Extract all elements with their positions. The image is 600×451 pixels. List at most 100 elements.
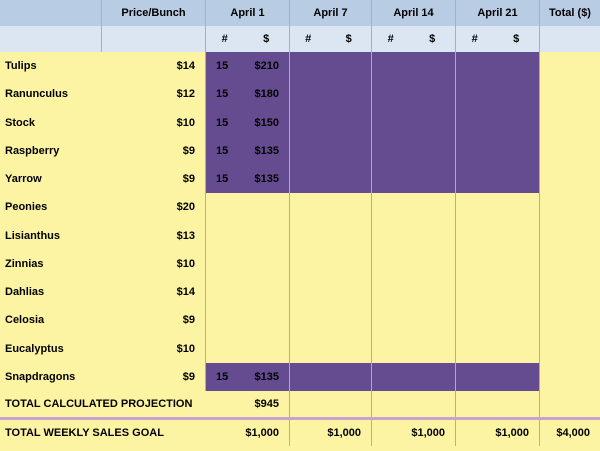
week-cell[interactable] — [372, 221, 456, 250]
flower-name[interactable]: Raspberry — [5, 144, 60, 157]
week-cell[interactable] — [206, 249, 290, 278]
week-cell[interactable] — [456, 278, 540, 307]
week-cell[interactable] — [456, 249, 540, 278]
subheader-blank-total[interactable] — [540, 26, 600, 52]
flower-name[interactable]: Tulips — [5, 60, 37, 73]
flower-price[interactable]: $9 — [102, 306, 206, 335]
header-week-4[interactable]: April 21 — [456, 0, 540, 26]
week-cell[interactable] — [372, 136, 456, 165]
goal-week-2[interactable]: $1,000 — [290, 420, 372, 446]
week-cell[interactable] — [206, 278, 290, 307]
row-total-cell[interactable] — [540, 278, 600, 306]
week-cell[interactable] — [206, 334, 290, 363]
week-cell[interactable]: 15 $180 — [206, 80, 290, 109]
goal-week-1[interactable]: $1,000 — [206, 420, 290, 446]
week-cell[interactable]: 15 $135 — [206, 362, 290, 391]
projection-cell-week-2[interactable] — [290, 391, 372, 417]
week-cell[interactable] — [372, 334, 456, 363]
week-cell[interactable] — [290, 278, 372, 307]
week-cell[interactable] — [290, 108, 372, 137]
row-total-cell[interactable] — [540, 222, 600, 250]
projection-cell-week-3[interactable] — [372, 391, 456, 417]
flower-name[interactable]: Snapdragons — [5, 370, 76, 383]
row-total-cell[interactable] — [540, 109, 600, 137]
week-cell[interactable] — [290, 362, 372, 391]
row-total-cell[interactable] — [540, 52, 600, 80]
row-total-cell[interactable] — [540, 306, 600, 334]
row-total-cell[interactable] — [540, 193, 600, 221]
week-cell[interactable] — [456, 136, 540, 165]
week-cell[interactable] — [456, 334, 540, 363]
flower-price[interactable]: $9 — [102, 362, 206, 391]
week-cell[interactable] — [206, 306, 290, 335]
week-cell[interactable] — [456, 108, 540, 137]
flower-price[interactable]: $10 — [102, 249, 206, 278]
week-cell[interactable] — [290, 136, 372, 165]
header-price[interactable]: Price/Bunch — [102, 0, 206, 26]
week-cell[interactable] — [290, 165, 372, 194]
week-cell[interactable] — [456, 306, 540, 335]
week-cell[interactable] — [456, 165, 540, 194]
row-total-cell[interactable] — [540, 335, 600, 363]
week-cell[interactable] — [456, 193, 540, 222]
week-cell[interactable] — [372, 165, 456, 194]
flower-price[interactable]: $14 — [102, 278, 206, 307]
row-total-cell[interactable] — [540, 250, 600, 278]
subheader-blank-name[interactable] — [0, 26, 102, 52]
week-cell[interactable] — [290, 52, 372, 81]
week-cell[interactable]: 15 $210 — [206, 52, 290, 81]
row-total-cell[interactable] — [540, 165, 600, 193]
week-cell[interactable] — [372, 193, 456, 222]
week-cell[interactable] — [456, 221, 540, 250]
week-cell[interactable] — [290, 306, 372, 335]
flower-name[interactable]: Lisianthus — [5, 229, 61, 242]
flower-name[interactable]: Celosia — [5, 314, 45, 327]
subheader-week-2[interactable]: # $ — [290, 26, 372, 52]
week-cell[interactable] — [372, 249, 456, 278]
flower-name[interactable]: Stock — [5, 116, 35, 129]
week-cell[interactable]: 15 $135 — [206, 165, 290, 194]
week-cell[interactable] — [456, 52, 540, 81]
goal-total[interactable]: $4,000 — [556, 427, 590, 439]
week-cell[interactable] — [372, 306, 456, 335]
week-cell[interactable] — [206, 193, 290, 222]
week-cell[interactable] — [290, 221, 372, 250]
week-cell[interactable] — [456, 362, 540, 391]
week-cell[interactable] — [206, 221, 290, 250]
week-cell[interactable] — [372, 80, 456, 109]
week-cell[interactable] — [290, 334, 372, 363]
flower-price[interactable]: $14 — [102, 52, 206, 81]
week-cell[interactable] — [290, 80, 372, 109]
goal-week-4[interactable]: $1,000 — [456, 420, 540, 446]
subheader-blank-price[interactable] — [102, 26, 206, 52]
week-cell[interactable]: 15 $150 — [206, 108, 290, 137]
row-total-cell[interactable] — [540, 363, 600, 391]
flower-name[interactable]: Peonies — [5, 201, 48, 214]
projection-cell-total[interactable] — [540, 391, 600, 417]
projection-cell-week-4[interactable] — [456, 391, 540, 417]
flower-price[interactable]: $10 — [102, 108, 206, 137]
header-corner-cell[interactable] — [0, 0, 102, 26]
week-cell[interactable] — [372, 52, 456, 81]
week-cell[interactable] — [372, 278, 456, 307]
flower-price[interactable]: $10 — [102, 334, 206, 363]
week-cell[interactable] — [372, 362, 456, 391]
week-cell[interactable] — [372, 108, 456, 137]
week-cell[interactable] — [290, 249, 372, 278]
goal-week-3[interactable]: $1,000 — [372, 420, 456, 446]
week-cell[interactable] — [290, 193, 372, 222]
flower-name[interactable]: Zinnias — [5, 257, 44, 270]
flower-name[interactable]: Dahlias — [5, 286, 45, 299]
goal-label[interactable]: TOTAL WEEKLY SALES GOAL — [5, 427, 164, 439]
header-total[interactable]: Total ($) — [540, 0, 600, 26]
projection-label[interactable]: TOTAL CALCULATED PROJECTION — [5, 398, 193, 410]
header-week-3[interactable]: April 14 — [372, 0, 456, 26]
subheader-week-1[interactable]: # $ — [206, 26, 290, 52]
flower-price[interactable]: $12 — [102, 80, 206, 109]
flower-name[interactable]: Yarrow — [5, 173, 42, 186]
flower-price[interactable]: $9 — [102, 136, 206, 165]
subheader-week-3[interactable]: # $ — [372, 26, 456, 52]
flower-price[interactable]: $13 — [102, 221, 206, 250]
row-total-cell[interactable] — [540, 137, 600, 165]
flower-name[interactable]: Eucalyptus — [5, 342, 64, 355]
